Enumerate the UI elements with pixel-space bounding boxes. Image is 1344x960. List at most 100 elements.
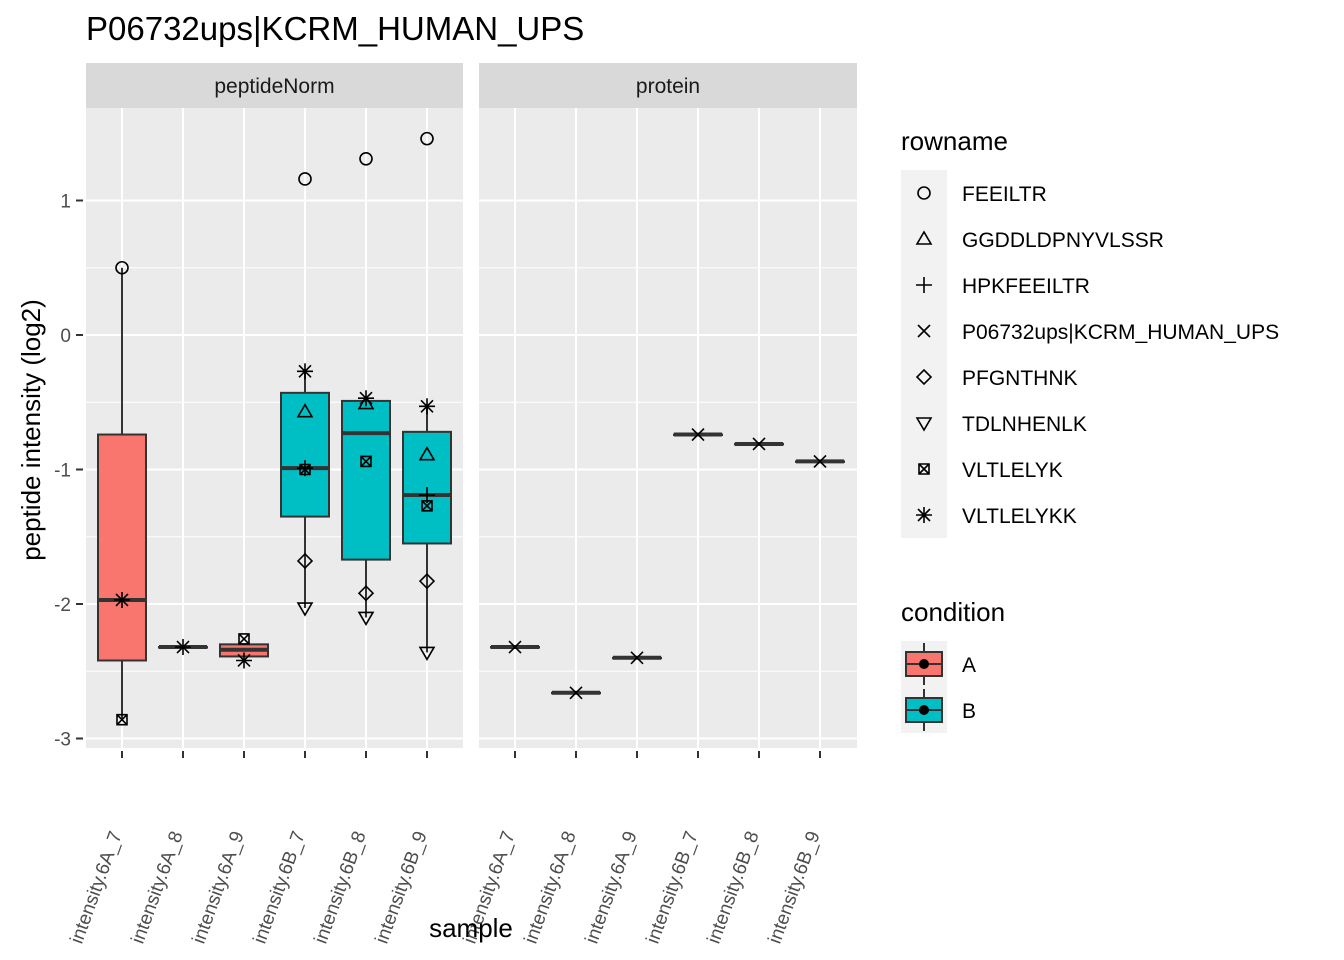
point-TDLNHENLK — [357, 611, 375, 627]
legend-key-background — [901, 400, 947, 446]
legend-key-cross — [917, 324, 931, 338]
legend-rowname-label: GGDDLDPNYVLSSR — [962, 229, 1164, 252]
x-tick-label: intensity.6B_9 — [372, 829, 432, 947]
panel-background — [479, 108, 857, 748]
y-axis-title: peptide intensity (log2) — [16, 299, 46, 561]
legend-key-background — [901, 170, 947, 216]
point-VLTLELYKK — [236, 652, 252, 669]
y-tick-label: 0 — [60, 326, 71, 347]
legend-rowname-label: TDLNHENLK — [962, 413, 1087, 436]
point-PFGNTHNK — [296, 552, 314, 570]
x-tick-label: intensity.6B_7 — [250, 829, 310, 947]
legend-rowname-label: FEEILTR — [962, 183, 1047, 206]
point-FEEILTR — [359, 152, 373, 166]
facet-strip — [479, 63, 857, 108]
point-P06732ups|KCRM_HUMAN_UPS — [752, 437, 766, 451]
point-FEEILTR — [420, 131, 434, 146]
x-tick-label: intensity.6A_9 — [189, 829, 249, 947]
legend-key-background — [901, 216, 947, 262]
chart-title: P06732ups|KCRM_HUMAN_UPS — [86, 10, 584, 47]
point-TDLNHENLK — [296, 602, 314, 617]
legend-rowname-entry: TDLNHENLK — [901, 400, 1087, 446]
legend-key-point — [919, 659, 929, 669]
legend-condition-entry: B — [901, 687, 976, 733]
facet-strip-label: peptideNorm — [214, 75, 334, 98]
legend: rowname FEEILTR GGDDLDPNYVLSSR HPKFEEILTR P0… — [901, 126, 1279, 733]
y-tick-label: -3 — [54, 730, 71, 751]
x-tick-label: intensity.6A_9 — [582, 829, 642, 947]
legend-key-square-cross — [918, 463, 930, 475]
y-axis: 1 0 -1 -2 -3 — [54, 192, 83, 751]
y-tick-label: -1 — [54, 461, 71, 482]
box-intensity.6B_9 — [402, 406, 452, 653]
legend-rowname-entry: FEEILTR — [901, 170, 1047, 216]
legend-key-circle — [917, 186, 931, 200]
legend-condition-title: condition — [901, 597, 1005, 627]
legend-key-plus — [916, 277, 932, 293]
facet-strip — [86, 63, 463, 108]
box-intensity.6B_7 — [280, 371, 330, 609]
point-VLTLELYKK — [419, 398, 435, 415]
x-tick-label: intensity.6B_7 — [643, 829, 703, 947]
legend-rowname-entry: GGDDLDPNYVLSSR — [901, 216, 1164, 262]
point-P06732ups|KCRM_HUMAN_UPS — [569, 686, 583, 700]
legend-rowname-entry: VLTLELYKK — [901, 492, 1077, 538]
legend-key-triangle-down — [915, 417, 933, 432]
box-body — [280, 391, 330, 518]
point-P06732ups|KCRM_HUMAN_UPS — [630, 651, 644, 665]
x-tick-label: intensity.6B_8 — [311, 829, 371, 947]
legend-key-diamond — [915, 368, 933, 386]
y-tick-label: -2 — [54, 595, 71, 616]
legend-key-asterisk — [916, 507, 932, 523]
y-tick-label: 1 — [60, 192, 71, 213]
legend-rowname-label: PFGNTHNK — [962, 367, 1078, 390]
point-VLTLELYKK — [297, 363, 313, 380]
legend-key-triangle — [915, 230, 933, 245]
point-P06732ups|KCRM_HUMAN_UPS — [508, 640, 522, 654]
point-VLTLELYK — [299, 463, 311, 476]
facet-strip-label: protein — [636, 75, 700, 98]
point-FEEILTR — [298, 172, 312, 186]
point-VLTLELYK — [116, 713, 128, 726]
legend-rowname-label: HPKFEEILTR — [962, 275, 1090, 298]
x-tick-label: intensity.6B_8 — [704, 829, 764, 947]
legend-rowname-entry: P06732ups|KCRM_HUMAN_UPS — [901, 308, 1279, 354]
point-TDLNHENLK — [418, 646, 436, 662]
point-GGDDLDPNYVLSSR — [418, 446, 436, 461]
legend-rowname-label: P06732ups|KCRM_HUMAN_UPS — [962, 321, 1279, 344]
legend-rowname-entry: VLTLELYK — [901, 446, 1063, 492]
x-tick-label: intensity.6A_8 — [128, 829, 188, 947]
box-body — [341, 399, 391, 561]
point-VLTLELYKK — [114, 591, 130, 608]
legend-condition-label: B — [962, 700, 976, 723]
point-P06732ups|KCRM_HUMAN_UPS — [691, 427, 705, 442]
legend-rowname-title: rowname — [901, 126, 1008, 156]
panel-background — [86, 108, 463, 748]
point-FEEILTR — [115, 260, 129, 275]
point-VLTLELYKK — [175, 639, 191, 656]
legend-condition-label: A — [962, 654, 976, 677]
point-GGDDLDPNYVLSSR — [357, 395, 375, 410]
x-tick-label: intensity.6A_8 — [521, 829, 581, 947]
legend-rowname-entry: PFGNTHNK — [901, 354, 1078, 400]
point-PFGNTHNK — [357, 585, 375, 602]
legend-key-background — [901, 354, 947, 400]
legend-rowname-label: VLTLELYKK — [962, 505, 1077, 528]
x-tick-label: intensity.6A_7 — [67, 829, 127, 947]
point-P06732ups|KCRM_HUMAN_UPS — [813, 454, 827, 468]
point-VLTLELYK — [421, 500, 433, 512]
point-VLTLELYKK — [358, 390, 374, 407]
x-axis-title: sample — [429, 913, 513, 943]
point-VLTLELYK — [360, 455, 372, 468]
box-intensity.6A_7 — [97, 267, 147, 720]
point-VLTLELYK — [238, 633, 250, 645]
legend-condition-entry: A — [901, 641, 976, 687]
box-body — [97, 433, 147, 662]
legend-rowname-label: VLTLELYK — [962, 459, 1063, 482]
box-intensity.6B_8 — [341, 398, 391, 618]
x-tick-label: intensity.6B_9 — [765, 829, 825, 947]
